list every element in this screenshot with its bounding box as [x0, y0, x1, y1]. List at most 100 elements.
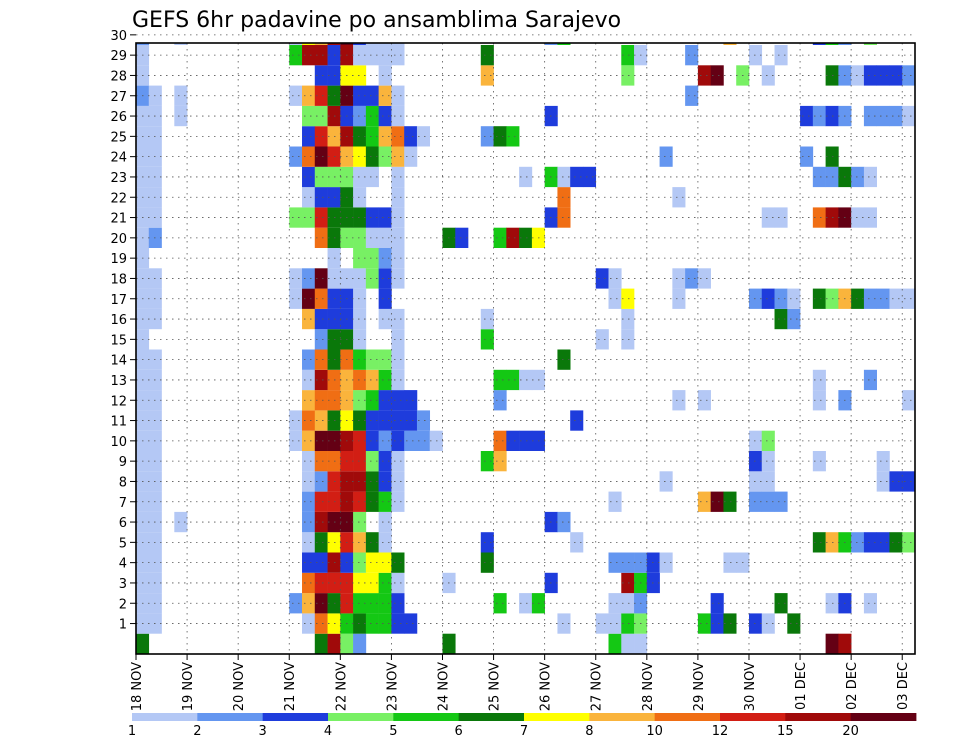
heatmap-cell — [391, 227, 405, 248]
heatmap-cell — [302, 572, 316, 594]
heatmap-cell — [302, 45, 316, 66]
heatmap-cell — [723, 43, 737, 45]
heatmap-cell — [557, 187, 571, 208]
heatmap-cell — [353, 491, 367, 512]
heatmap-cell — [761, 65, 775, 86]
heatmap-cell — [314, 633, 328, 654]
heatmap-cell — [391, 248, 405, 269]
heatmap-cell — [391, 146, 405, 167]
y-tick-label: 15 — [110, 333, 127, 348]
heatmap-cell — [506, 369, 520, 391]
heatmap-cell — [314, 451, 328, 472]
y-tick-label: 24 — [110, 151, 127, 166]
heatmap-cell — [812, 288, 826, 309]
heatmap-cell — [378, 43, 392, 45]
heatmap-cell — [378, 552, 392, 573]
heatmap-cell — [774, 207, 788, 228]
heatmap-cell — [800, 105, 814, 127]
heatmap-cell — [557, 166, 571, 188]
heatmap-cell — [353, 471, 367, 492]
heatmap-cell — [493, 451, 507, 472]
y-tick-label: 13 — [110, 374, 127, 389]
heatmap-cell — [391, 45, 405, 66]
heatmap-cell — [365, 85, 379, 106]
heatmap-cell — [851, 166, 865, 188]
heatmap-cell — [608, 593, 622, 614]
heatmap-cell — [787, 613, 801, 634]
heatmap-cell — [353, 532, 367, 553]
heatmap-cell — [697, 491, 711, 512]
heatmap-cell — [353, 308, 367, 330]
heatmap-cell — [302, 166, 316, 188]
heatmap-cell — [391, 207, 405, 228]
heatmap-cell — [557, 511, 571, 533]
x-tick-label: 24 NOV — [437, 662, 452, 711]
heatmap-cell — [378, 126, 392, 147]
x-tick-label: 02 DEC — [845, 662, 860, 710]
heatmap-cell — [353, 349, 367, 370]
colorbar-label: 12 — [712, 724, 729, 739]
heatmap-cell — [391, 43, 405, 45]
heatmap-cell — [621, 45, 635, 66]
colorbar-label: 20 — [842, 724, 859, 739]
heatmap-cell — [621, 329, 635, 350]
heatmap-cell — [391, 430, 405, 451]
heatmap-cell — [761, 207, 775, 228]
heatmap-cell — [876, 532, 890, 553]
heatmap-cell — [710, 613, 724, 634]
heatmap-cell — [302, 126, 316, 147]
heatmap-cell — [378, 390, 392, 411]
heatmap-cell — [608, 268, 622, 289]
heatmap-cell — [302, 593, 316, 614]
x-tick-label: 28 NOV — [641, 662, 656, 711]
x-tick-label: 27 NOV — [590, 662, 605, 711]
heatmap-cell — [404, 410, 418, 431]
y-tick-label: 4 — [119, 557, 127, 572]
colorbar-swatch — [132, 713, 198, 721]
heatmap-cell — [557, 43, 571, 45]
heatmap-cell — [608, 491, 622, 512]
heatmap-cell — [378, 268, 392, 289]
heatmap-cell — [314, 227, 328, 248]
heatmap-cell — [519, 430, 533, 451]
y-tick-label: 11 — [110, 415, 127, 430]
heatmap-cell — [378, 65, 392, 86]
colorbar-swatch — [458, 713, 525, 721]
heatmap-cell — [851, 288, 865, 309]
heatmap-cell — [302, 85, 316, 106]
y-tick-label: 17 — [110, 293, 127, 308]
heatmap-cell — [378, 227, 392, 248]
y-tick-label: 26 — [110, 110, 127, 125]
y-tick-label: 20 — [110, 232, 127, 247]
heatmap-cell — [672, 390, 686, 411]
heatmap-cell — [353, 572, 367, 594]
heatmap-cell — [672, 288, 686, 309]
heatmap-cell — [723, 491, 737, 512]
y-tick-label: 7 — [119, 496, 127, 511]
heatmap-cell — [710, 65, 724, 86]
heatmap-cell — [391, 268, 405, 289]
heatmap-cell — [812, 451, 826, 472]
heatmap-cell — [314, 471, 328, 492]
heatmap-cell — [876, 288, 890, 309]
y-tick-label: 2 — [119, 597, 127, 612]
heatmap-cell — [314, 43, 328, 45]
heatmap-cell — [416, 126, 431, 147]
y-tick-label: 27 — [110, 90, 127, 105]
heatmap-cell — [353, 43, 367, 45]
colorbar-swatch — [785, 713, 852, 721]
heatmap-cell — [314, 126, 328, 147]
heatmap-cell — [289, 146, 303, 167]
heatmap-cell — [314, 45, 328, 66]
heatmap-cell — [353, 593, 367, 614]
heatmap-cell — [876, 451, 890, 472]
colorbar-swatch — [654, 713, 721, 721]
heatmap-cell — [302, 105, 316, 127]
heatmap-cell — [289, 207, 303, 228]
heatmap-cell — [314, 410, 328, 431]
x-tick-label: 21 NOV — [283, 662, 298, 711]
heatmap-cell — [787, 288, 801, 309]
heatmap-cell — [365, 491, 379, 512]
heatmap-cell — [863, 65, 877, 86]
heatmap-cell — [391, 451, 405, 472]
